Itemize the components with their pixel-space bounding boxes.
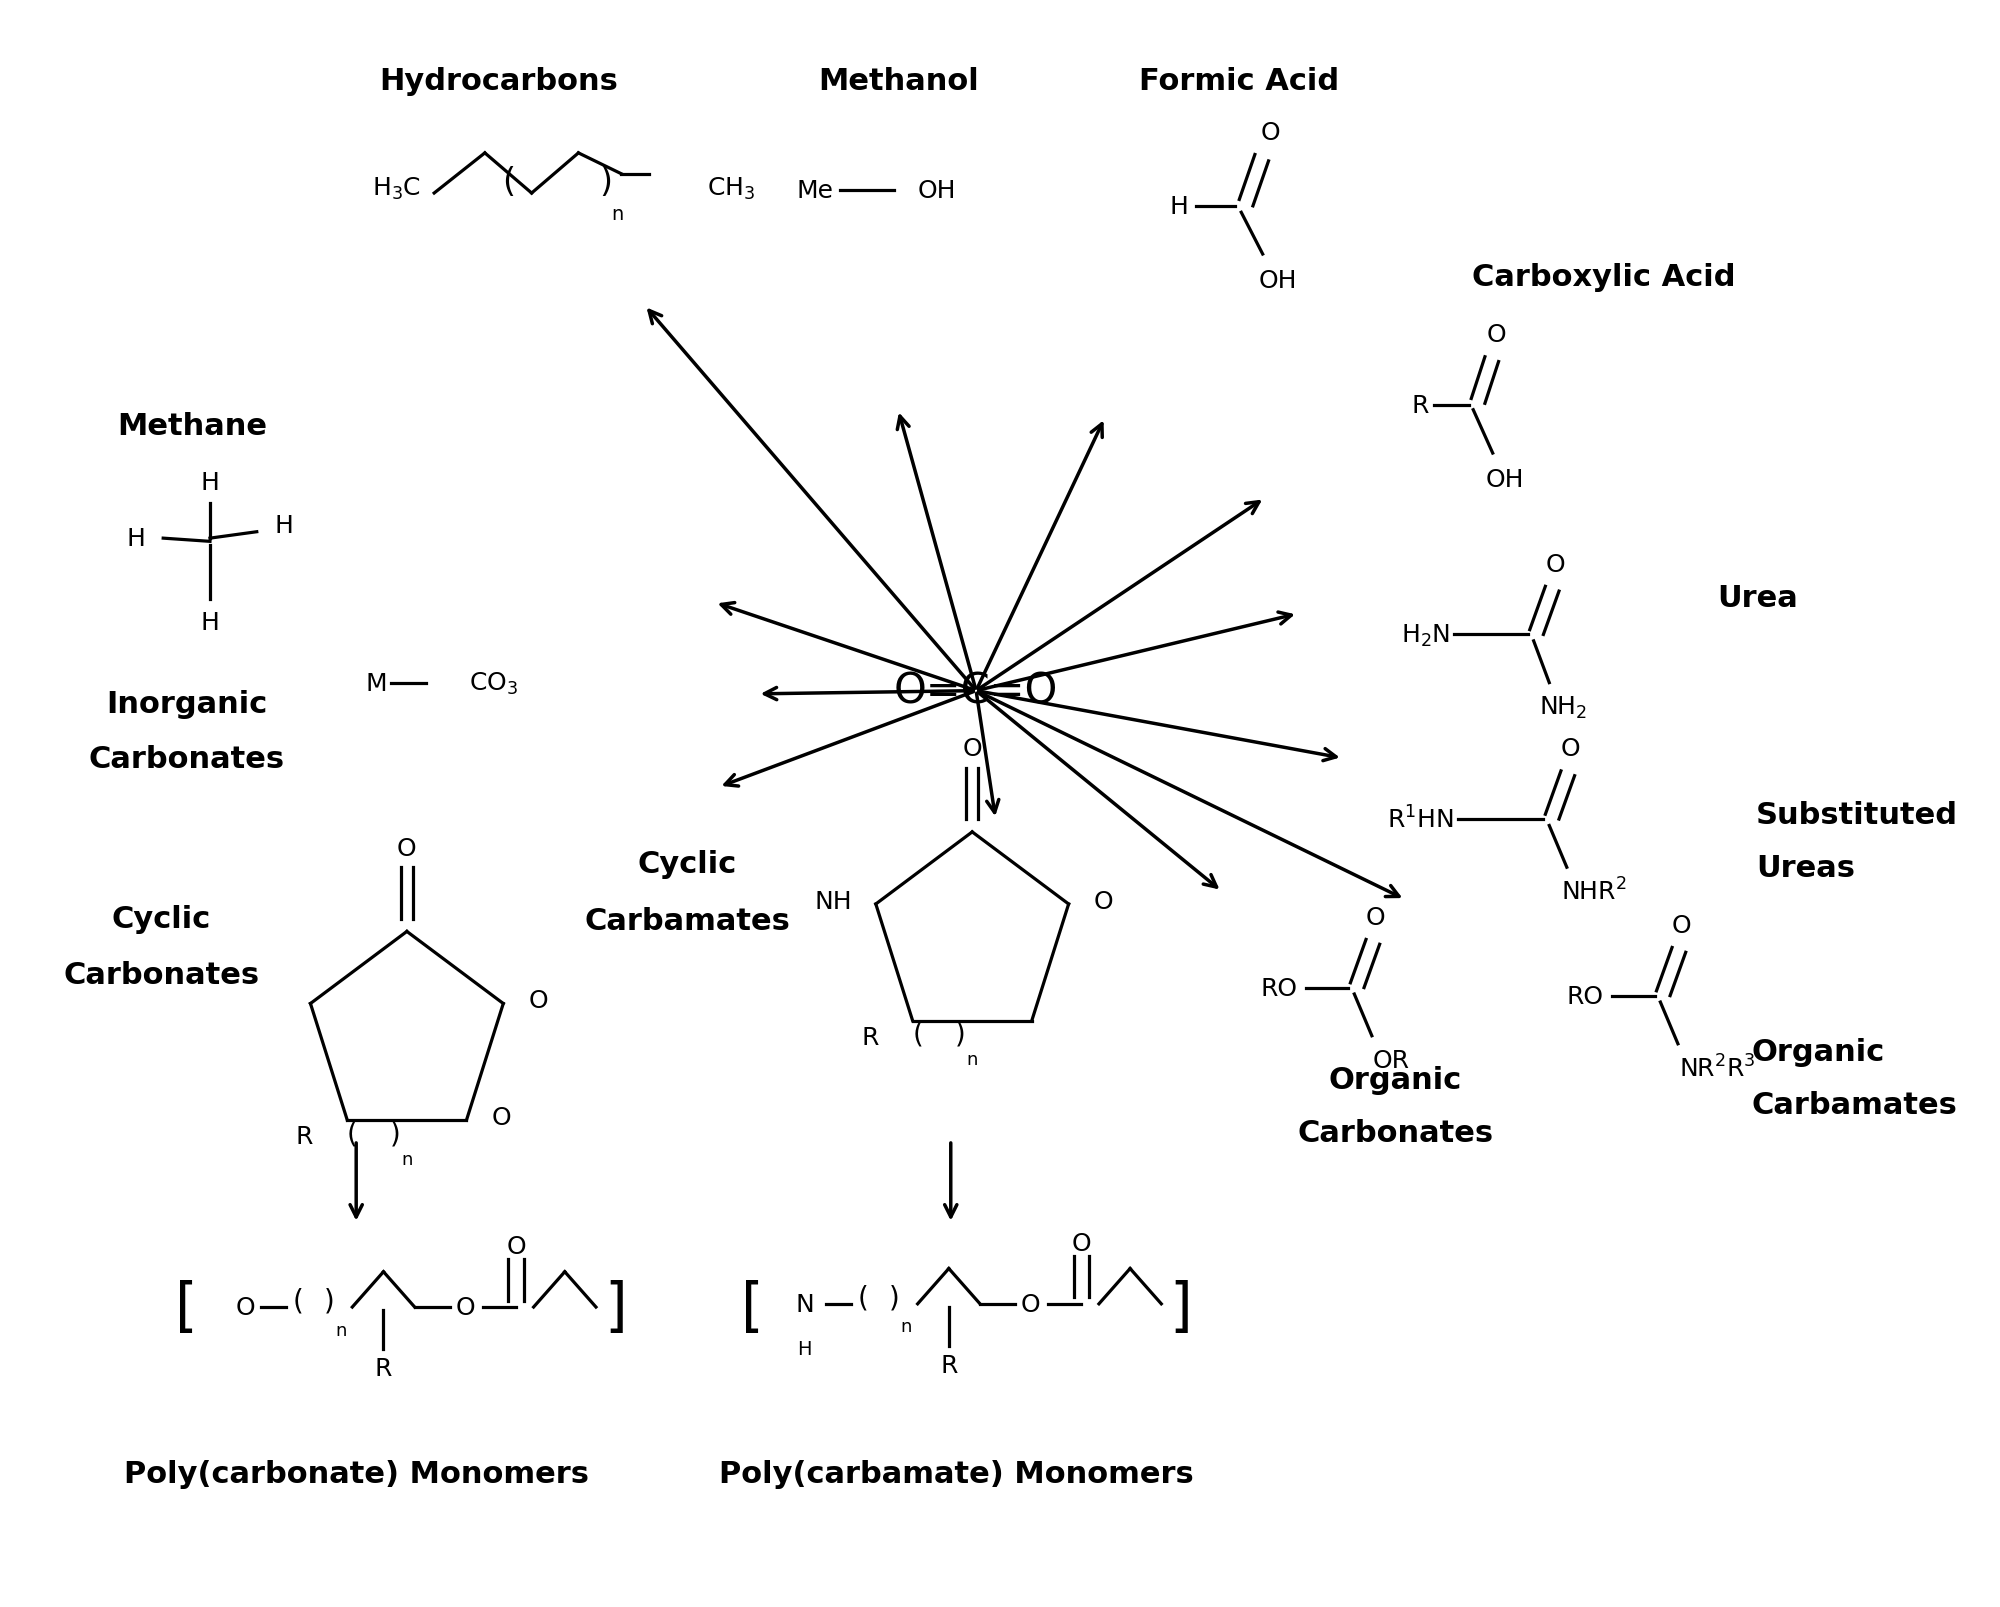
Text: O: O bbox=[506, 1234, 526, 1258]
Text: Substituted: Substituted bbox=[1756, 800, 1958, 829]
Text: Formic Acid: Formic Acid bbox=[1140, 67, 1340, 96]
Text: CH$_3$: CH$_3$ bbox=[708, 177, 756, 202]
Text: O: O bbox=[1260, 121, 1280, 145]
Text: Carbamates: Carbamates bbox=[1752, 1091, 1958, 1120]
Text: O: O bbox=[528, 988, 548, 1012]
Text: Carboxylic Acid: Carboxylic Acid bbox=[1472, 264, 1736, 292]
Text: R$^1$HN: R$^1$HN bbox=[1388, 807, 1454, 832]
Text: O: O bbox=[1094, 889, 1114, 913]
Text: (: ( bbox=[292, 1287, 304, 1315]
Text: R: R bbox=[296, 1125, 314, 1149]
Text: OH: OH bbox=[1260, 268, 1298, 292]
Text: NH$_2$: NH$_2$ bbox=[1538, 694, 1588, 720]
Text: (: ( bbox=[346, 1120, 358, 1147]
Text: Cyclic: Cyclic bbox=[112, 905, 210, 934]
Text: O: O bbox=[1546, 553, 1564, 577]
Text: O: O bbox=[492, 1106, 512, 1130]
Text: M: M bbox=[366, 672, 388, 696]
Text: ]: ] bbox=[604, 1279, 626, 1335]
Text: R: R bbox=[862, 1025, 878, 1049]
Text: ): ) bbox=[888, 1284, 900, 1311]
Text: H: H bbox=[1170, 194, 1188, 219]
Text: H$_3$C: H$_3$C bbox=[372, 177, 420, 202]
Text: n: n bbox=[900, 1318, 912, 1335]
Text: NR$^2$R$^3$: NR$^2$R$^3$ bbox=[1678, 1054, 1756, 1082]
Text: ]: ] bbox=[1170, 1279, 1192, 1335]
Text: O: O bbox=[398, 836, 416, 860]
Text: Urea: Urea bbox=[1716, 583, 1798, 612]
Text: R: R bbox=[374, 1356, 392, 1380]
Text: Ureas: Ureas bbox=[1756, 853, 1854, 882]
Text: (: ( bbox=[858, 1284, 868, 1311]
Text: ): ) bbox=[390, 1120, 400, 1147]
Text: (: ( bbox=[502, 166, 514, 199]
Text: RO: RO bbox=[1260, 975, 1298, 1000]
Text: RO: RO bbox=[1566, 983, 1604, 1008]
Text: CO$_3$: CO$_3$ bbox=[470, 670, 518, 696]
Text: n: n bbox=[966, 1051, 978, 1069]
Text: n: n bbox=[612, 206, 624, 225]
Text: Cyclic: Cyclic bbox=[638, 850, 738, 879]
Text: ): ) bbox=[600, 166, 612, 199]
Text: O: O bbox=[1486, 323, 1506, 347]
Text: [: [ bbox=[740, 1279, 764, 1335]
Text: Carbamates: Carbamates bbox=[584, 906, 790, 935]
Text: H: H bbox=[274, 514, 294, 538]
Text: R: R bbox=[1412, 394, 1428, 418]
Text: O: O bbox=[1020, 1292, 1040, 1316]
Text: O=C=O: O=C=O bbox=[894, 670, 1058, 712]
Text: O: O bbox=[1672, 913, 1692, 937]
Text: H: H bbox=[200, 611, 220, 635]
Text: Organic: Organic bbox=[1752, 1038, 1886, 1067]
Text: ): ) bbox=[324, 1287, 334, 1315]
Text: Methane: Methane bbox=[118, 411, 268, 440]
Text: n: n bbox=[402, 1151, 412, 1168]
Text: O: O bbox=[1366, 905, 1386, 929]
Text: Me: Me bbox=[796, 178, 834, 202]
Text: O: O bbox=[1072, 1231, 1092, 1255]
Text: H: H bbox=[126, 527, 146, 551]
Text: O: O bbox=[456, 1295, 476, 1319]
Text: Poly(carbamate) Monomers: Poly(carbamate) Monomers bbox=[720, 1459, 1194, 1488]
Text: Poly(carbonate) Monomers: Poly(carbonate) Monomers bbox=[124, 1459, 588, 1488]
Text: NHR$^2$: NHR$^2$ bbox=[1562, 877, 1626, 905]
Text: O: O bbox=[1560, 738, 1580, 762]
Text: H: H bbox=[200, 471, 220, 495]
Text: Carbonates: Carbonates bbox=[88, 744, 284, 773]
Text: N: N bbox=[796, 1292, 814, 1316]
Text: O: O bbox=[962, 738, 982, 762]
Text: Carbonates: Carbonates bbox=[1298, 1118, 1494, 1147]
Text: H: H bbox=[798, 1340, 812, 1358]
Text: [: [ bbox=[176, 1279, 198, 1335]
Text: ): ) bbox=[956, 1020, 966, 1048]
Text: n: n bbox=[334, 1321, 346, 1339]
Text: Hydrocarbons: Hydrocarbons bbox=[380, 67, 618, 96]
Text: O: O bbox=[236, 1295, 254, 1319]
Text: Carbonates: Carbonates bbox=[64, 961, 260, 990]
Text: H$_2$N: H$_2$N bbox=[1400, 622, 1450, 648]
Text: OH: OH bbox=[918, 178, 956, 202]
Text: R: R bbox=[940, 1353, 958, 1377]
Text: (: ( bbox=[912, 1020, 922, 1048]
Text: Inorganic: Inorganic bbox=[106, 689, 268, 718]
Text: Methanol: Methanol bbox=[818, 67, 978, 96]
Text: Organic: Organic bbox=[1328, 1065, 1462, 1094]
Text: OH: OH bbox=[1486, 468, 1524, 492]
Text: OR: OR bbox=[1372, 1048, 1410, 1072]
Text: NH: NH bbox=[814, 889, 852, 913]
